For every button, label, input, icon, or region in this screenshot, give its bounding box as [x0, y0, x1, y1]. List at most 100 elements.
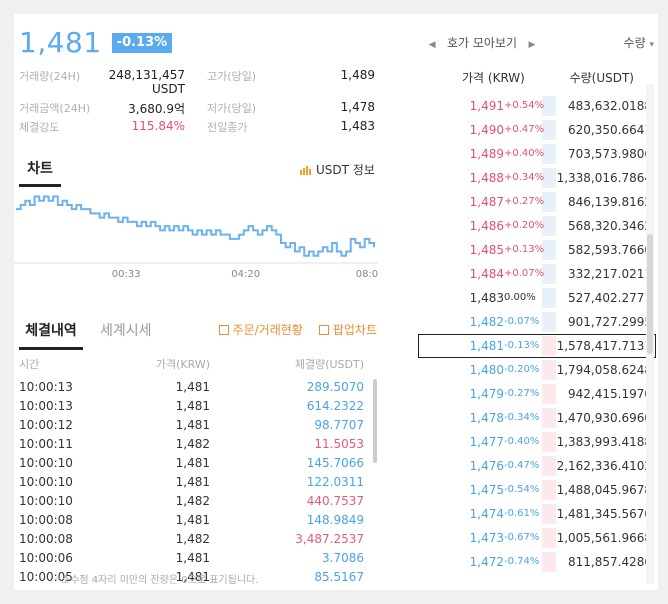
orderbook-row[interactable]: 1,481 -0.13% 1,578,417.7131 [418, 334, 656, 358]
trade-price: 1,481 [175, 513, 210, 527]
table-row: 10:00:10 1,482 440.7537 [19, 492, 364, 511]
stat-high-label: 고가(당일) [207, 70, 257, 83]
trade-price: 1,481 [175, 418, 210, 432]
order-status-link[interactable]: 주문/거래현황 [218, 321, 303, 338]
orderbook-row[interactable]: 1,477 -0.40% 1,383,993.4188 [418, 430, 656, 454]
orderbook-qty: 2,162,336.4102 [556, 459, 652, 473]
orderbook-scrollbar[interactable] [646, 84, 654, 584]
orderbook-toolbar: ◀ 호가 모아보기 ▶ 수량 ▾ [418, 34, 658, 50]
orderbook-row[interactable]: 1,488 +0.34% 1,338,016.7864 [418, 166, 656, 190]
orderbook-view-toggle[interactable]: ◀ 호가 모아보기 ▶ [422, 34, 542, 51]
orderbook-price: 1,473 [469, 531, 504, 545]
orderbook-row[interactable]: 1,490 +0.47% 620,350.6641 [418, 118, 656, 142]
orderbook-change: -0.40% [504, 436, 540, 447]
stat-high: 고가(당일) 1,489 [207, 68, 375, 84]
trade-price: 1,481 [175, 399, 210, 413]
table-row: 10:00:13 1,481 289.5070 [19, 378, 364, 397]
trade-price: 1,482 [175, 494, 210, 508]
scroll-thumb[interactable] [647, 234, 653, 354]
prev-arrow-icon[interactable]: ◀ [428, 40, 436, 50]
orderbook-row[interactable]: 1,487 +0.27% 846,139.8162 [418, 190, 656, 214]
trade-time: 10:00:13 [19, 380, 73, 394]
qty-select[interactable]: 수량 ▾ [624, 34, 654, 51]
orderbook-row[interactable]: 1,476 -0.47% 2,162,336.4102 [418, 454, 656, 478]
orderbook-qty: 568,320.3462 [568, 219, 652, 233]
trade-time: 10:00:10 [19, 456, 73, 470]
tab-trades[interactable]: 체결내역 [19, 320, 83, 350]
trades-scrollbar[interactable] [373, 379, 377, 463]
table-row: 10:00:08 1,481 148.9849 [19, 511, 364, 530]
trade-links: 주문/거래현황 팝업차트 [218, 321, 377, 338]
qty-bar [542, 336, 556, 356]
orderbook-change: -0.07% [504, 316, 540, 327]
stat-volume-unit: USDT [152, 82, 185, 96]
trade-time: 10:00:12 [19, 418, 73, 432]
price-chart[interactable]: 00:33 04:20 08:0 [14, 184, 379, 279]
trade-volume: 289.5070 [306, 380, 364, 394]
orderbook-row[interactable]: 1,474 -0.61% 1,481,345.5670 [418, 502, 656, 526]
price-chart-svg: 00:33 04:20 08:0 [14, 195, 378, 279]
view-label: 호가 모아보기 [446, 36, 518, 50]
stat-prev-close-label: 전일종가 [207, 121, 248, 134]
orderbook-qty: 703,573.9806 [568, 147, 652, 161]
orderbook-row[interactable]: 1,489 +0.40% 703,573.9806 [418, 142, 656, 166]
orderbook-price: 1,476 [469, 459, 504, 473]
orderbook-row[interactable]: 1,483 0.00% 527,402.2771 [418, 286, 656, 310]
orderbook-row[interactable]: 1,491 +0.54% 483,632.0188 [418, 94, 656, 118]
orderbook-row[interactable]: 1,480 -0.20% 1,794,058.6248 [418, 358, 656, 382]
orderbook-change: -0.47% [504, 460, 540, 471]
orderbook-change: 0.00% [504, 292, 536, 303]
trade-time: 10:00:08 [19, 513, 73, 527]
orderbook-row[interactable]: 1,486 +0.20% 568,320.3462 [418, 214, 656, 238]
trade-volume: 85.5167 [314, 570, 364, 584]
chart-series-line [16, 195, 375, 257]
table-row: 10:00:06 1,481 3.7086 [19, 549, 364, 568]
qty-bar [542, 480, 556, 500]
usdt-info-button[interactable]: USDT 정보 [300, 161, 375, 178]
qty-bar [542, 240, 556, 260]
stat-prev-close-value: 1,483 [340, 119, 375, 133]
orderbook-change: -0.67% [504, 532, 540, 543]
trade-volume: 614.2322 [306, 399, 364, 413]
orderbook-row[interactable]: 1,482 -0.07% 901,727.2995 [418, 310, 656, 334]
stat-strength: 체결강도 115.84% [19, 119, 185, 135]
orderbook-qty: 1,794,058.6248 [556, 363, 652, 377]
trade-volume: 148.9849 [306, 513, 364, 527]
orderbook-change: -0.20% [504, 364, 540, 375]
orderbook-change: +0.27% [504, 196, 545, 207]
orderbook-row[interactable]: 1,475 -0.54% 1,488,045.9678 [418, 478, 656, 502]
table-row: 10:00:10 1,481 145.7066 [19, 454, 364, 473]
orderbook-row[interactable]: 1,473 -0.67% 1,005,561.9668 [418, 526, 656, 550]
stat-strength-value: 115.84% [131, 119, 185, 133]
popup-chart-link[interactable]: 팝업차트 [318, 321, 377, 338]
orderbook-qty: 1,481,345.5670 [556, 507, 652, 521]
exchange-widget: 1,481 -0.13% 거래량(24H) 248,131,457 USDT 거… [14, 14, 658, 590]
orderbook-price: 1,487 [469, 195, 504, 209]
orderbook-row[interactable]: 1,484 +0.07% 332,217.0211 [418, 262, 656, 286]
orderbook-footnote: *소수점 4자리 미만의 잔량은 0으로 표기됩니다. [56, 575, 259, 586]
orderbook-qty: 332,217.0211 [568, 267, 652, 281]
orderbook-change: +0.34% [504, 172, 545, 183]
orderbook-price: 1,481 [469, 339, 504, 353]
trade-price: 1,481 [175, 456, 210, 470]
orderbook-header: 가격 (KRW) 수량(USDT) [418, 69, 658, 85]
next-arrow-icon[interactable]: ▶ [528, 40, 536, 50]
orderbook-row[interactable]: 1,485 +0.13% 582,593.7660 [418, 238, 656, 262]
orderbook-row[interactable]: 1,479 -0.27% 942,415.1970 [418, 382, 656, 406]
qty-bar [542, 384, 556, 404]
stat-prev-close: 전일종가 1,483 [207, 119, 375, 135]
trade-volume: 3.7086 [322, 551, 364, 565]
qty-bar [542, 192, 556, 212]
qty-bar [542, 528, 556, 548]
orderbook-row[interactable]: 1,478 -0.34% 1,470,930.6960 [418, 406, 656, 430]
orderbook-change: -0.61% [504, 508, 540, 519]
tab-chart[interactable]: 차트 [19, 158, 61, 187]
orderbook-qty: 1,578,417.7131 [556, 339, 652, 353]
ticker-panel: 1,481 -0.13% 거래량(24H) 248,131,457 USDT 거… [14, 14, 384, 590]
orderbook-change: -0.74% [504, 556, 540, 567]
qty-bar [542, 144, 556, 164]
orderbook-row[interactable]: 1,472 -0.74% 811,857.4286 [418, 550, 656, 574]
qty-bar [542, 552, 556, 572]
stat-low-label: 저가(당일) [207, 102, 257, 115]
tab-world-prices[interactable]: 세계시세 [100, 323, 152, 339]
